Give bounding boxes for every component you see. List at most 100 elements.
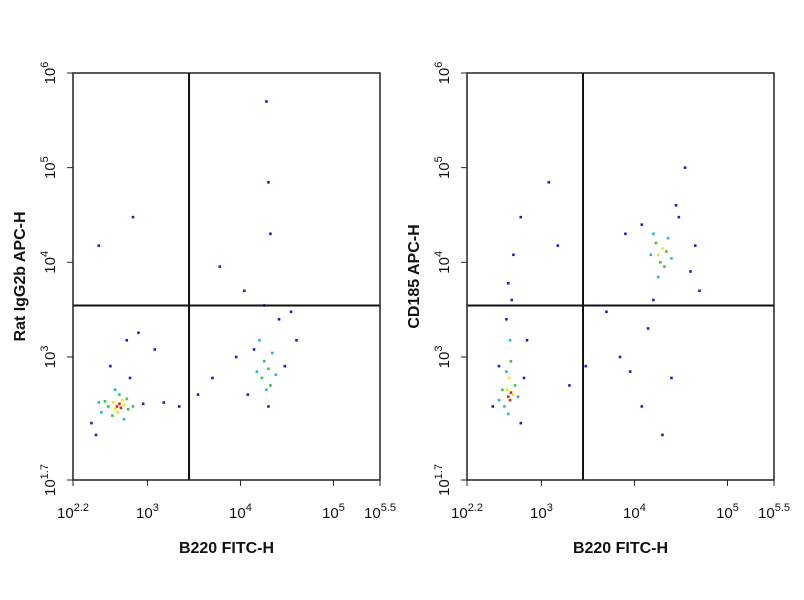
plot-frame [466,72,775,481]
plot: 102.2 103 104 105 105.5 101.7 103 104 105 106 B220… [406,62,790,557]
point [556,244,560,247]
point [119,406,123,410]
point [243,289,246,293]
point [665,250,668,253]
y-axis-title: CD185 APC-H [406,224,423,328]
point [506,282,510,285]
point [654,241,658,245]
x-axis-title: B220 FITC-H [573,540,668,557]
point [605,310,608,314]
point [501,388,504,392]
y-tick-label: 105 [433,156,453,179]
point [111,414,114,417]
point [269,232,272,236]
point [666,236,670,240]
point [122,403,126,407]
x-tick-label: 104 [229,502,252,522]
point [506,395,510,399]
point [267,405,270,408]
point [265,388,268,392]
point [153,348,157,351]
point [516,395,520,399]
point [137,331,140,335]
x-tick-label: 105 [322,502,345,522]
point [519,421,523,425]
point [670,257,673,260]
point [663,265,666,268]
point [260,376,264,380]
x-tick-label: 102.2 [451,502,483,522]
point [90,421,93,425]
point [525,338,529,342]
point [125,338,129,342]
point [289,310,293,314]
point [510,298,514,302]
point [628,370,632,373]
x-tick-label: 103 [530,502,553,522]
point [689,270,692,273]
y-tick-label: 104 [39,251,59,274]
y-tick-label: 101.7 [433,464,453,496]
point [267,367,270,371]
point [505,370,508,373]
point [162,401,166,404]
point [674,204,678,207]
point [509,391,513,394]
y-axis-title: Rat IgG2b APC-H [12,211,29,341]
x-tick-label: 103 [136,502,159,522]
point [128,376,132,380]
point [113,407,117,411]
point [267,181,270,184]
point [141,402,145,406]
y-tick-label: 106 [433,62,453,85]
point [652,298,655,302]
point [513,384,517,387]
point [509,359,513,363]
plot: 102.2 103 104 105 105.5 101.7 103 104 105 106 B220… [12,62,396,557]
point [283,364,287,368]
point [683,166,687,169]
point [125,397,129,401]
point [107,405,110,408]
point [507,376,511,380]
point [252,348,256,351]
point [646,327,650,330]
point [118,402,121,406]
y-tick-label: 103 [39,346,59,369]
point [522,376,526,380]
point [262,359,266,363]
x-axis-title: B220 FITC-H [179,540,274,557]
point [584,364,588,368]
point [698,289,701,293]
point [269,384,272,387]
point [491,405,495,408]
y-tick-label: 104 [433,251,453,274]
point [618,355,622,359]
point [519,215,523,219]
point [196,393,200,396]
point [100,411,103,414]
point [640,223,644,226]
point [624,232,627,236]
y-tick-label: 105 [39,156,59,179]
point [640,405,644,408]
point [265,100,268,103]
point [126,407,130,411]
point [109,364,112,368]
point [693,244,697,247]
point [512,253,515,257]
point [118,393,121,396]
point [177,405,181,408]
point [512,393,515,396]
point [661,247,664,250]
point [649,253,653,257]
x-tick-label: 105 [716,502,739,522]
point [497,364,501,368]
point [116,411,120,414]
point [670,376,673,380]
x-tick-label: 102.2 [57,502,89,522]
point [295,338,298,342]
point [271,351,274,355]
y-tick-label: 103 [433,346,453,369]
